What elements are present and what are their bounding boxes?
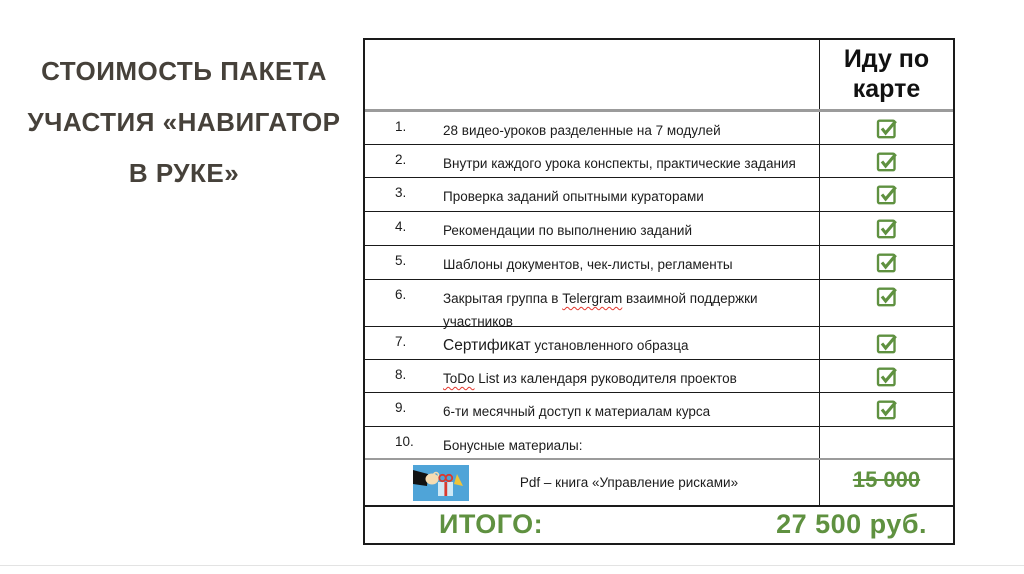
row-check-cell [820,145,953,177]
bonus-row: Pdf – книга «Управление рисками» 15 000 [365,460,953,507]
row-description-cell: 2. Внутри каждого урока конспекты, практи… [365,145,820,177]
row-number: 4. [395,219,407,234]
row-description-cell: 5. Шаблоны документов, чек-листы, регламе… [365,246,820,279]
table-row: 9. 6-ти месячный доступ к материалам курс… [365,393,953,427]
row-number: 9. [395,400,407,415]
row-text: Внутри каждого урока конспекты, практиче… [443,156,796,171]
checkmark-icon [876,152,897,172]
row-number: 8. [395,367,407,382]
row-description-cell: 4. Рекомендации по выполнению заданий [365,212,820,245]
checkmark-icon [876,119,897,139]
row-description-cell: 7. Сертификат установленного образца [365,327,820,359]
row-number: 5. [395,253,407,268]
row-text: Закрытая группа в Telergram взаимной под… [443,291,758,329]
slide-title: СТОИМОСТЬ ПАКЕТА УЧАСТИЯ «НАВИГАТОР В РУ… [14,46,354,199]
pricing-table: Иду по карте 1. 28 видео-уроков разделенн… [363,38,955,545]
row-number: 7. [395,334,407,349]
bonus-item-label: Pdf – книга «Управление рисками» [519,475,739,490]
total-label: ИТОГО: [439,508,544,539]
table-header-row: Иду по карте [365,40,953,112]
gift-icon [413,464,469,501]
checkmark-icon [876,253,897,273]
row-text: Сертификат установленного образца [443,337,689,354]
table-row: 4. Рекомендации по выполнению заданий [365,212,953,246]
row-number: 3. [395,185,407,200]
row-check-cell [820,178,953,211]
checkmark-icon [876,367,897,387]
row-description-cell: 6. Закрытая группа в Telergram взаимной п… [365,280,820,329]
bonus-left-cell: Pdf – книга «Управление рисками» [365,460,820,505]
table-row: 6. Закрытая группа в Telergram взаимной п… [365,280,953,329]
row-check-cell [820,112,953,144]
old-price-strikethrough: 15 000 [852,467,921,492]
bonus-price-cell: 15 000 [820,460,953,505]
row-number: 10. [395,434,414,449]
row-description-cell: 10. Бонусные материалы: [365,427,820,458]
row-check-cell [820,280,953,326]
title-line: СТОИМОСТЬ ПАКЕТА [41,56,327,86]
row-check-cell [820,360,953,392]
table-row: 8. ToDo List из календаря руководителя пр… [365,360,953,393]
row-text: Шаблоны документов, чек-листы, регламент… [443,257,733,272]
row-check-cell [820,212,953,245]
header-empty-cell [365,40,820,109]
row-check-cell [820,427,953,458]
checkmark-icon [876,219,897,239]
checkmark-icon [876,334,897,354]
column-header-label: Иду по карте [843,45,930,103]
table-row: 2. Внутри каждого урока конспекты, практи… [365,145,953,178]
row-number: 6. [395,287,407,302]
total-row: ИТОГО: 27 500 руб. [365,507,953,543]
row-description-cell: 9. 6-ти месячный доступ к материалам курс… [365,393,820,426]
title-line: УЧАСТИЯ «НАВИГАТОР [27,107,341,137]
row-number: 1. [395,119,407,134]
table-row: 1. 28 видео-уроков разделенные на 7 модул… [365,112,953,145]
table-body: 1. 28 видео-уроков разделенные на 7 модул… [365,112,953,460]
row-text: Рекомендации по выполнению заданий [443,223,692,238]
row-description-cell: 8. ToDo List из календаря руководителя пр… [365,360,820,392]
total-price: 27 500 руб. [776,508,927,539]
row-text: 28 видео-уроков разделенные на 7 модулей [443,123,721,138]
row-check-cell [820,246,953,279]
row-description-cell: 3. Проверка заданий опытными кураторами [365,178,820,211]
checkmark-icon [876,287,897,307]
row-description-cell: 1. 28 видео-уроков разделенные на 7 модул… [365,112,820,144]
table-row: 7. Сертификат установленного образца [365,327,953,360]
checkmark-icon [876,185,897,205]
row-check-cell [820,327,953,359]
row-text: Проверка заданий опытными кураторами [443,189,704,204]
row-text: Бонусные материалы: [443,438,583,453]
table-row: 5. Шаблоны документов, чек-листы, регламе… [365,246,953,280]
row-text: ToDo List из календаря руководителя прое… [443,371,737,386]
row-number: 2. [395,152,407,167]
row-text: 6-ти месячный доступ к материалам курса [443,404,711,419]
slide-footer-line [0,565,1024,566]
title-line: В РУКЕ» [128,158,240,188]
row-check-cell [820,393,953,426]
table-row: 3. Проверка заданий опытными кураторами [365,178,953,212]
header-check-column-cell: Иду по карте [820,40,953,109]
table-row: 10. Бонусные материалы: [365,427,953,460]
checkmark-icon [876,400,897,420]
